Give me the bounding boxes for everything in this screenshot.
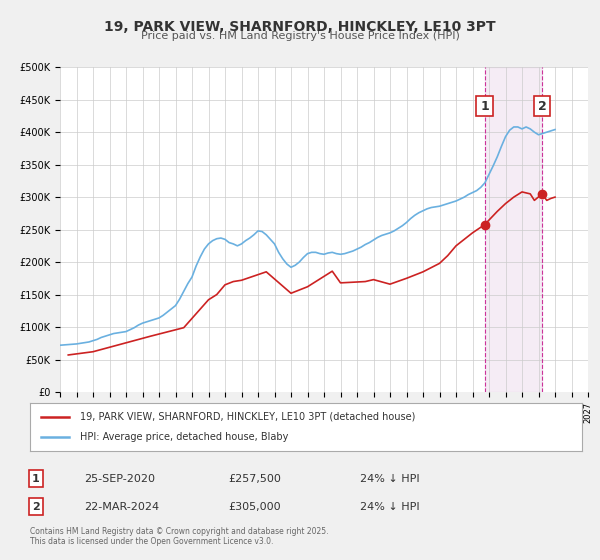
Text: 19, PARK VIEW, SHARNFORD, HINCKLEY, LE10 3PT: 19, PARK VIEW, SHARNFORD, HINCKLEY, LE10… <box>104 20 496 34</box>
Text: 22-MAR-2024: 22-MAR-2024 <box>84 502 159 512</box>
Text: 25-SEP-2020: 25-SEP-2020 <box>84 474 155 484</box>
Text: 1: 1 <box>480 100 489 113</box>
Text: Contains HM Land Registry data © Crown copyright and database right 2025.
This d: Contains HM Land Registry data © Crown c… <box>30 526 329 546</box>
Text: £305,000: £305,000 <box>228 502 281 512</box>
Text: HPI: Average price, detached house, Blaby: HPI: Average price, detached house, Blab… <box>80 432 288 442</box>
Text: 19, PARK VIEW, SHARNFORD, HINCKLEY, LE10 3PT (detached house): 19, PARK VIEW, SHARNFORD, HINCKLEY, LE10… <box>80 412 415 422</box>
Text: £257,500: £257,500 <box>228 474 281 484</box>
Bar <box>485 67 542 392</box>
Text: 2: 2 <box>32 502 40 512</box>
Text: 1: 1 <box>32 474 40 484</box>
Text: 24% ↓ HPI: 24% ↓ HPI <box>360 474 419 484</box>
Text: Price paid vs. HM Land Registry's House Price Index (HPI): Price paid vs. HM Land Registry's House … <box>140 31 460 41</box>
Text: 24% ↓ HPI: 24% ↓ HPI <box>360 502 419 512</box>
Text: 2: 2 <box>538 100 547 113</box>
